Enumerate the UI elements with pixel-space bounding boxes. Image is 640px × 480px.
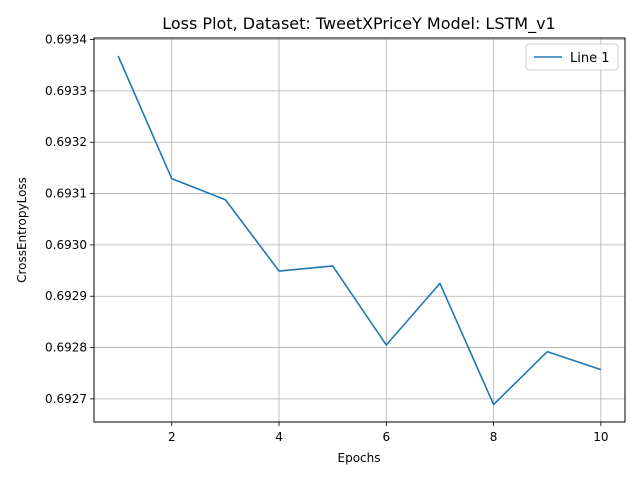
data-point — [439, 282, 441, 284]
data-point — [224, 199, 226, 201]
y-tick-label: 0.6928 — [45, 341, 87, 355]
data-point — [278, 270, 280, 272]
y-tick-label: 0.6931 — [45, 187, 87, 201]
data-point — [546, 350, 548, 352]
y-tick-label: 0.6930 — [45, 238, 87, 252]
x-tick-label: 4 — [275, 430, 283, 444]
x-tick-label: 8 — [490, 430, 498, 444]
legend: Line 1 — [525, 43, 619, 71]
data-point — [492, 403, 494, 405]
y-axis-label: CrossEntropyLoss — [15, 177, 29, 283]
series-line-0 — [117, 55, 602, 406]
grid-lines — [94, 38, 625, 422]
axis-ticks: 2 4 6 8 10 0.6927 0.6928 0.6929 0.6930 0.6931 0.69… — [45, 33, 609, 444]
data-point — [331, 265, 333, 267]
x-tick-label: 2 — [168, 430, 176, 444]
data-point — [171, 177, 173, 179]
plot-frame — [93, 37, 626, 423]
y-tick-label: 0.6933 — [45, 84, 87, 98]
legend-label: Line 1 — [570, 51, 610, 66]
series-layer — [117, 55, 602, 406]
chart-title: Loss Plot, Dataset: TweetXPriceY Model: … — [162, 14, 555, 34]
data-point — [385, 344, 387, 346]
x-tick-label: 10 — [593, 430, 608, 444]
y-tick-label: 0.6932 — [45, 135, 87, 149]
data-point — [117, 55, 119, 57]
y-tick-label: 0.6934 — [45, 33, 87, 47]
y-tick-label: 0.6929 — [45, 289, 87, 303]
legend-box — [525, 43, 619, 71]
x-tick-label: 6 — [382, 430, 390, 444]
x-axis-label: Epochs — [338, 451, 381, 465]
y-tick-label: 0.6927 — [45, 392, 87, 406]
data-point — [600, 368, 602, 370]
